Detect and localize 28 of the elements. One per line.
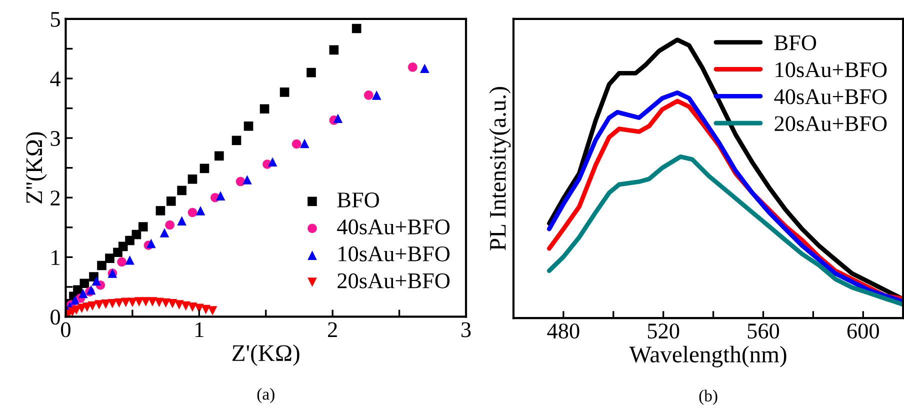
y-tick-label: 0 [50, 310, 60, 325]
x-axis-title: Wavelength(nm) [629, 346, 786, 368]
legend-label: 10sAu+BFO [776, 62, 887, 78]
x-tick-label: 0 [61, 322, 70, 338]
y-tick-label: 2 [50, 190, 60, 206]
x-tick-label: 1 [196, 322, 204, 337]
y-tick-label: 4 [50, 72, 61, 86]
legend-label: BFO [774, 35, 816, 50]
legend-label: 20sAu+BFO [338, 273, 450, 288]
x-tick-label: 520 [648, 324, 680, 339]
y-tick-label: 5 [51, 12, 60, 27]
legend-label: 10sAu+BFO [338, 246, 450, 262]
x-tick-label: 2 [328, 322, 337, 337]
x-tick-label: 480 [547, 324, 580, 339]
x-tick-label: 600 [847, 324, 879, 339]
x-tick-label: 560 [748, 324, 780, 339]
x-tick-label: 3 [462, 322, 471, 338]
text: (b) [699, 390, 718, 405]
y-axis-title: PL Intensity(a.u.) [489, 87, 511, 250]
y-tick-label: 1 [52, 250, 60, 265]
legend-label: 20sAu+BFO [774, 116, 887, 132]
x-axis-title: Z'(KΩ) [232, 344, 300, 366]
y-axis-title: Z''(KΩ) [26, 132, 47, 204]
legend-label: BFO [337, 192, 379, 208]
legend-label: 40sAu+BFO [337, 219, 450, 234]
text: (a) [257, 388, 274, 404]
legend-label: 40sAu+BFO [774, 89, 887, 104]
y-tick-label: 3 [50, 131, 60, 146]
